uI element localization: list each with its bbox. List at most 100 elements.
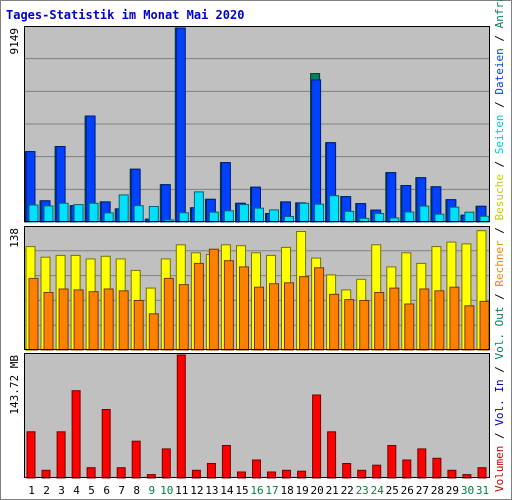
bar-visits-rechner-day-22: [344, 299, 355, 351]
bar-visits-rechner-day-23: [359, 300, 370, 351]
bar-requests-seiten-day-7: [118, 194, 129, 223]
bar-visits-rechner-day-30: [464, 305, 475, 351]
bar-volume-volumen-day-16: [252, 459, 261, 479]
legend-item-volumen: Volumen: [493, 446, 506, 492]
bar-requests-seiten-day-21: [329, 195, 340, 223]
x-tick-day-6: 6: [103, 484, 110, 497]
x-tick-day-14: 14: [220, 484, 234, 497]
x-tick-day-15: 15: [235, 484, 248, 497]
bar-requests-seiten-day-2: [43, 205, 54, 223]
x-tick-day-28: 28: [431, 484, 444, 497]
x-tick-day-24: 24: [371, 484, 385, 497]
legend-item-vol-out: Vol. Out: [493, 307, 506, 360]
x-tick-day-3: 3: [58, 484, 65, 497]
chart-legend: Volumen / Vol. In / Vol. Out / Rechner /…: [493, 0, 506, 492]
bar-requests-seiten-day-4: [73, 204, 84, 223]
legend-separator: /: [493, 95, 506, 115]
bar-visits-rechner-day-2: [43, 292, 54, 351]
bar-volume-volumen-day-22: [342, 463, 352, 479]
bar-volume-volumen-day-31: [477, 467, 487, 479]
panel-visits: 138: [8, 226, 490, 351]
x-tick-day-18: 18: [280, 484, 293, 497]
legend-item-vol-in: Vol. In: [493, 379, 506, 425]
legend-item-dateien: Dateien: [493, 48, 506, 94]
x-tick-day-23: 23: [356, 484, 369, 497]
bar-visits-rechner-day-8: [133, 300, 144, 351]
x-tick-day-22: 22: [341, 484, 354, 497]
bar-visits-rechner-day-15: [239, 266, 249, 351]
bar-volume-volumen-day-13: [206, 463, 216, 479]
legend-item-seiten: Seiten: [493, 114, 506, 154]
legend-item-anfragen: Anfragen: [493, 0, 506, 28]
bar-visits-rechner-day-12: [193, 262, 204, 351]
legend-separator: /: [493, 360, 506, 380]
bar-volume-volumen-day-12: [191, 469, 201, 479]
bar-volume-volumen-day-5: [86, 467, 96, 479]
bar-volume-volumen-day-25: [387, 445, 397, 479]
bar-visits-rechner-day-11: [178, 284, 189, 351]
panel-volume-border: [24, 353, 490, 478]
bar-volume-volumen-day-10: [161, 448, 171, 479]
bar-volume-volumen-day-29: [447, 469, 457, 479]
legend-separator: /: [493, 220, 506, 240]
x-tick-day-16: 16: [250, 484, 263, 497]
bar-volume-volumen-day-7: [116, 467, 126, 479]
bar-requests-seiten-day-5: [88, 202, 99, 223]
legend-item-rechner: Rechner: [493, 240, 506, 287]
bar-visits-rechner-day-21: [329, 293, 340, 351]
bar-requests-seiten-day-6: [103, 212, 114, 223]
bar-visits-rechner-day-20: [314, 267, 325, 351]
panel-requests: 9149: [8, 26, 490, 223]
bar-requests-seiten-day-17: [269, 209, 279, 223]
x-tick-day-1: 1: [28, 484, 35, 497]
bar-requests-seiten-day-3: [58, 202, 69, 223]
bar-requests-dateien-day-10: [160, 184, 171, 223]
bar-visits-rechner-day-16: [254, 286, 264, 351]
bar-requests-seiten-day-16: [254, 207, 264, 223]
bar-requests-seiten-day-11: [178, 212, 189, 223]
x-tick-day-17: 17: [265, 484, 278, 497]
bar-visits-rechner-day-9: [148, 313, 159, 351]
x-tick-day-7: 7: [118, 484, 125, 497]
chart-panels: 9149 138 143.72 MB: [8, 26, 490, 479]
bar-volume-volumen-day-28: [432, 457, 442, 479]
panel-visits-ymax-label: 138: [8, 228, 21, 248]
bar-visits-rechner-day-10: [163, 277, 174, 351]
bar-volume-volumen-day-2: [41, 469, 51, 479]
panel-requests-ymax-label: 9149: [8, 28, 21, 55]
bar-visits-rechner-day-25: [389, 287, 400, 351]
bar-visits-rechner-day-5: [88, 291, 99, 351]
bar-visits-rechner-day-29: [449, 286, 460, 351]
bar-volume-volumen-day-8: [131, 440, 141, 479]
bar-volume-volumen-day-26: [402, 459, 412, 479]
x-tick-day-19: 19: [295, 484, 308, 497]
x-tick-day-26: 26: [401, 484, 414, 497]
bar-visits-rechner-day-19: [299, 276, 310, 351]
x-tick-day-5: 5: [88, 484, 95, 497]
bar-requests-seiten-day-24: [374, 213, 385, 223]
bar-volume-volumen-day-18: [282, 469, 291, 479]
bar-requests-seiten-day-22: [344, 210, 355, 223]
legend-separator: /: [493, 28, 506, 48]
bar-visits-rechner-day-14: [223, 260, 234, 351]
bar-visits-rechner-day-18: [284, 282, 294, 351]
x-tick-day-30: 30: [461, 484, 474, 497]
x-tick-day-11: 11: [175, 484, 188, 497]
bar-requests-dateien-day-20: [311, 79, 322, 223]
legend-separator: /: [493, 426, 506, 446]
bar-requests-seiten-day-13: [208, 211, 219, 223]
bar-visits-rechner-day-1: [28, 277, 39, 351]
bar-visits-rechner-day-3: [58, 288, 69, 351]
bar-visits-rechner-day-27: [419, 288, 430, 351]
x-tick-day-27: 27: [416, 484, 429, 497]
x-tick-day-4: 4: [73, 484, 80, 497]
panel-requests-border: [24, 26, 490, 222]
bar-visits-rechner-day-31: [479, 300, 490, 351]
x-tick-day-25: 25: [386, 484, 399, 497]
bar-visits-rechner-day-13: [208, 248, 219, 351]
bar-volume-volumen-day-6: [101, 409, 111, 479]
x-tick-day-31: 31: [476, 484, 489, 497]
bar-volume-volumen-day-27: [417, 448, 427, 479]
